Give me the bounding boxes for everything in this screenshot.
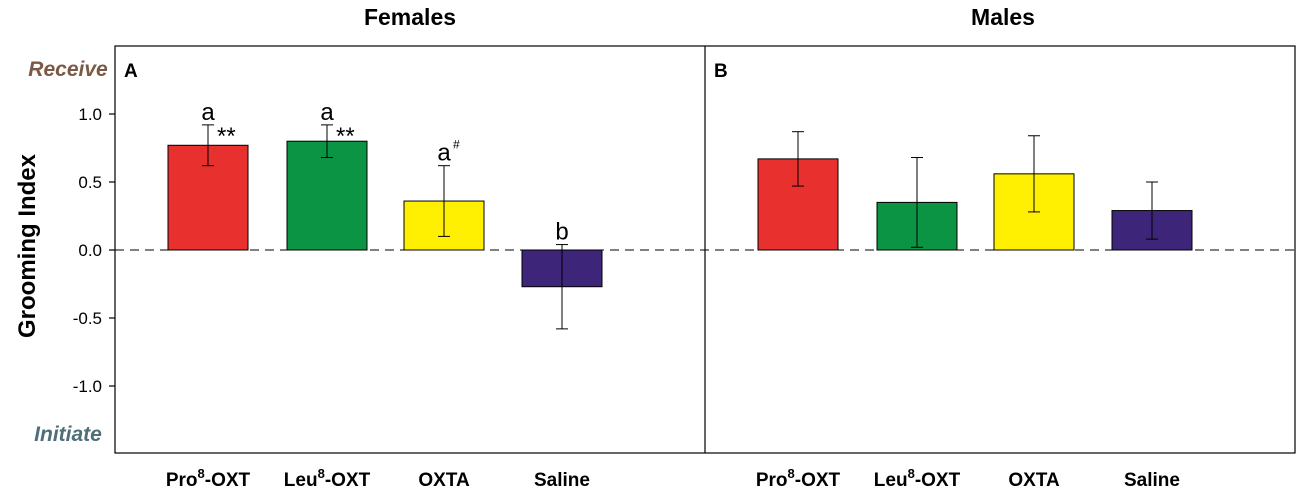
bar	[286, 140, 368, 251]
category-label: OXTA	[418, 470, 470, 491]
significance-letter: a	[201, 99, 215, 126]
y-tick-label: 0.0	[78, 241, 102, 260]
significance-letter: b	[555, 219, 568, 246]
y-tick-label: -0.5	[73, 309, 102, 328]
category-label: Pro8-OXT	[166, 466, 251, 491]
y-tick-label: -1.0	[73, 377, 102, 396]
y-tick-label: 1.0	[78, 105, 102, 124]
category-label: OXTA	[1008, 470, 1060, 491]
panel-b-title: Males	[971, 4, 1035, 30]
y-axis-label: Grooming Index	[14, 153, 41, 338]
category-label: Leu8-OXT	[874, 466, 961, 491]
significance-letter: a	[320, 99, 334, 126]
panel-b-label: B	[714, 61, 728, 82]
category-label: Saline	[534, 470, 590, 491]
significance-superscript: #	[453, 138, 460, 152]
significance-letter: a	[437, 140, 451, 167]
category-label: Pro8-OXT	[756, 466, 841, 491]
panel-a-title: Females	[364, 4, 456, 30]
initiate-label: Initiate	[34, 423, 102, 446]
category-label: Saline	[1124, 470, 1180, 491]
panel-a-label: A	[124, 61, 138, 82]
significance-stars: **	[336, 123, 355, 150]
significance-stars: **	[217, 123, 236, 150]
receive-label: Receive	[28, 58, 108, 81]
y-tick-label: 0.5	[78, 173, 102, 192]
category-label: Leu8-OXT	[284, 466, 371, 491]
